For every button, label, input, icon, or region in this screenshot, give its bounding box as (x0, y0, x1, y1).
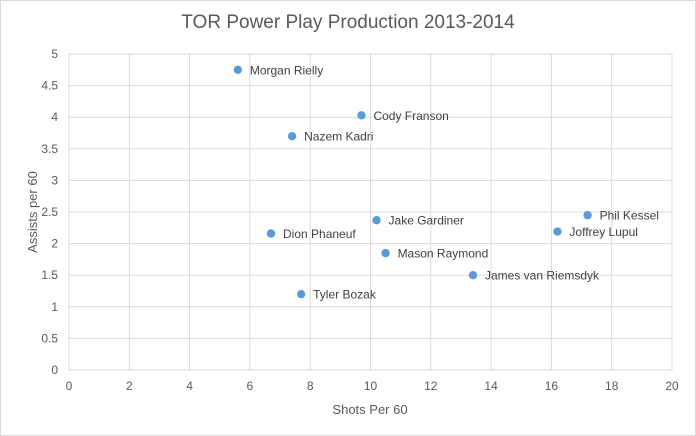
marker-icon (233, 65, 243, 75)
data-label: James van Riemsdyk (485, 269, 600, 283)
y-tick-label: 2 (51, 237, 58, 251)
y-tick-label: 5 (51, 47, 58, 61)
data-point[interactable]: Phil Kessel (583, 209, 659, 223)
x-tick-label: 4 (186, 379, 193, 393)
marker-icon (266, 229, 276, 238)
x-tick-label: 12 (424, 379, 438, 393)
data-label: Tyler Bozak (313, 288, 377, 302)
data-label: Cody Franson (373, 109, 448, 123)
data-point[interactable]: James van Riemsdyk (468, 269, 600, 283)
y-tick-label: 0 (51, 363, 58, 377)
x-tick-label: 2 (126, 379, 133, 393)
y-tick-label: 3 (51, 173, 58, 187)
y-tick-label: 1 (51, 300, 58, 314)
data-point[interactable]: Morgan Rielly (233, 63, 324, 77)
data-label: Phil Kessel (600, 209, 659, 223)
data-point[interactable]: Mason Raymond (381, 247, 488, 261)
x-tick-label: 10 (364, 379, 378, 393)
y-axis-ticks: 0 0.5 1 1.5 2 2.5 3 3.5 4 4.5 5 (41, 47, 58, 377)
marker-icon (357, 111, 366, 120)
x-tick-label: 0 (66, 379, 73, 393)
y-tick-label: 1.5 (41, 268, 58, 282)
marker-icon (468, 271, 478, 280)
marker-icon (553, 227, 562, 236)
data-label: Mason Raymond (398, 247, 489, 261)
data-point[interactable]: Dion Phaneuf (266, 227, 357, 241)
marker-icon (296, 289, 306, 299)
x-tick-label: 16 (545, 379, 559, 393)
data-label: Joffrey Lupul (569, 225, 638, 239)
x-tick-label: 6 (247, 379, 254, 393)
y-axis-label: Assists per 60 (25, 171, 40, 253)
data-point[interactable]: Joffrey Lupul (553, 225, 638, 239)
marker-icon (583, 210, 592, 220)
data-label: Nazem Kadri (304, 130, 373, 144)
y-tick-label: 0.5 (41, 331, 58, 345)
y-tick-label: 3.5 (41, 142, 58, 156)
y-tick-label: 2.5 (41, 205, 58, 219)
x-tick-label: 20 (665, 379, 679, 393)
data-label: Jake Gardiner (389, 214, 464, 228)
chart-title: TOR Power Play Production 2013-2014 (181, 12, 515, 33)
data-label: Morgan Rielly (250, 63, 323, 77)
marker-icon (381, 248, 390, 258)
y-tick-label: 4 (51, 110, 58, 124)
marker-icon (372, 216, 381, 225)
y-tick-label: 4.5 (41, 79, 58, 93)
data-point[interactable]: Tyler Bozak (296, 288, 377, 302)
marker-icon (287, 131, 297, 141)
data-label: Dion Phaneuf (283, 227, 356, 241)
x-tick-label: 14 (484, 379, 498, 393)
data-point[interactable]: Nazem Kadri (287, 130, 374, 144)
data-point[interactable]: Jake Gardiner (372, 214, 464, 228)
x-axis-label: Shots Per 60 (332, 402, 407, 417)
x-tick-label: 18 (605, 379, 619, 393)
data-point[interactable]: Cody Franson (357, 109, 449, 123)
x-tick-label: 8 (307, 379, 314, 393)
x-axis-ticks: 0 2 4 6 8 10 12 14 16 18 20 (66, 379, 679, 393)
gridlines (68, 53, 673, 371)
